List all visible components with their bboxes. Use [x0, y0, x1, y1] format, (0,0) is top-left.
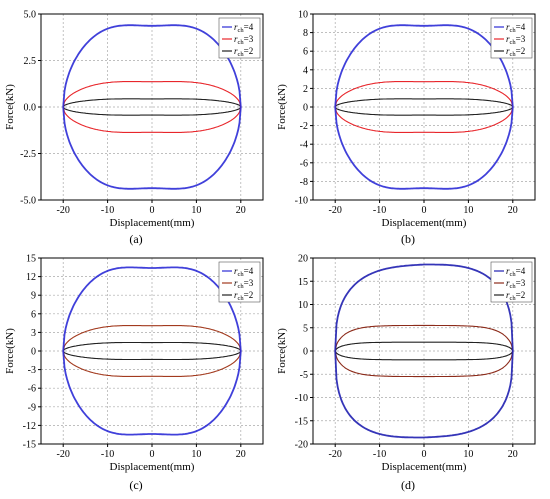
x-tick-label: -10: [101, 205, 114, 216]
series-line: [334, 24, 514, 190]
legend-label: rch=4: [234, 22, 254, 34]
x-tick-label: 10: [191, 449, 201, 460]
legend-label: rch=4: [506, 266, 526, 278]
y-tick-label: 5.0: [24, 10, 37, 21]
y-tick-label: -5: [300, 370, 308, 381]
legend-label: rch=4: [234, 266, 254, 278]
y-tick-label: 2: [303, 84, 308, 95]
panel-caption: (d): [401, 478, 415, 492]
chart-panel: -20 -10 0 10 20 -5.0 -2.5 0.0 2.5 5.0 Displacement…: [4, 10, 264, 246]
x-tick-label: 0: [422, 449, 427, 460]
y-tick-label: 6: [31, 309, 36, 320]
y-tick-label: 0: [303, 347, 308, 358]
panel-caption: (a): [129, 232, 142, 246]
y-tick-label: -12: [23, 421, 36, 432]
x-tick-label: -10: [101, 449, 114, 460]
y-tick-label: -15: [295, 416, 308, 427]
legend-label: rch=2: [506, 290, 525, 302]
x-tick-label: 20: [508, 205, 518, 216]
y-tick-label: 5: [303, 323, 308, 334]
legend-label: rch=2: [234, 46, 253, 58]
y-tick-label: 4: [303, 65, 308, 76]
y-tick-label: 0.0: [24, 103, 37, 114]
y-tick-label: -15: [23, 440, 36, 451]
series-line: [334, 263, 514, 439]
y-tick-label: -20: [295, 440, 308, 451]
y-tick-label: 6: [303, 47, 308, 58]
x-tick-label: -10: [373, 205, 386, 216]
x-tick-label: -10: [373, 449, 386, 460]
y-tick-label: -4: [300, 140, 308, 151]
legend-label: rch=4: [506, 22, 526, 34]
x-tick-label: 10: [463, 205, 473, 216]
x-tick-label: 10: [463, 449, 473, 460]
y-tick-label: -9: [28, 402, 36, 413]
y-tick-label: 2.5: [24, 56, 37, 67]
legend-label: rch=2: [506, 46, 525, 58]
x-tick-label: -20: [57, 205, 70, 216]
x-tick-label: 0: [150, 205, 155, 216]
chart-panel: -20 -10 0 10 20 -15 -12 -9 -6 -3 0 3 6 9 12 15 Displacem…: [4, 254, 264, 492]
x-tick-label: 20: [236, 449, 246, 460]
x-tick-label: 10: [191, 205, 201, 216]
x-axis-label: Displacement(mm): [382, 217, 467, 229]
y-tick-label: 20: [298, 254, 308, 265]
y-tick-label: -6: [28, 384, 36, 395]
y-axis-label: Force(kN): [276, 84, 288, 130]
y-tick-label: -3: [28, 365, 36, 376]
panel-caption: (b): [401, 232, 415, 246]
chart-panel: -20 -10 0 10 20 -20 -15 -10 -5 0 5 10 15 20 Displaceme…: [276, 254, 536, 492]
chart-panel: -20 -10 0 10 20-10-8-6-4-20246810Displacemen…: [276, 10, 536, 246]
y-tick-label: 0: [303, 103, 308, 114]
x-axis-label: Displacement(mm): [110, 461, 195, 473]
y-tick-label: -2.5: [20, 149, 36, 160]
y-tick-label: 12: [26, 272, 36, 283]
y-tick-label: -10: [295, 196, 308, 207]
y-tick-label: 10: [298, 10, 308, 21]
x-tick-label: 0: [422, 205, 427, 216]
legend-label: rch=3: [234, 34, 254, 46]
y-tick-label: -10: [295, 393, 308, 404]
y-tick-label: -6: [300, 158, 308, 169]
panel-caption: (c): [129, 478, 142, 492]
y-tick-label: 9: [31, 291, 36, 302]
y-tick-label: 0: [31, 347, 36, 358]
y-axis-label: Force(kN): [4, 328, 16, 374]
legend-label: rch=2: [234, 290, 253, 302]
x-tick-label: 20: [236, 205, 246, 216]
y-tick-label: -5.0: [20, 196, 36, 207]
x-axis-label: Displacement(mm): [382, 461, 467, 473]
legend-label: rch=3: [234, 278, 254, 290]
series-line: [62, 266, 242, 436]
y-tick-label: 15: [298, 277, 308, 288]
y-tick-label: -8: [300, 177, 308, 188]
x-tick-label: 20: [508, 449, 518, 460]
y-tick-label: 10: [298, 300, 308, 311]
x-tick-label: -20: [57, 449, 70, 460]
series-line: [62, 24, 242, 190]
y-tick-label: 15: [26, 254, 36, 265]
y-tick-label: 8: [303, 28, 308, 39]
x-tick-label: 0: [150, 449, 155, 460]
x-axis-label: Displacement(mm): [110, 217, 195, 229]
y-axis-label: Force(kN): [276, 328, 288, 374]
x-tick-label: -20: [329, 449, 342, 460]
legend-label: rch=3: [506, 34, 526, 46]
legend-label: rch=3: [506, 278, 526, 290]
y-axis-label: Force(kN): [4, 84, 16, 130]
y-tick-label: -2: [300, 121, 308, 132]
y-tick-label: 3: [31, 328, 36, 339]
x-tick-label: -20: [329, 205, 342, 216]
